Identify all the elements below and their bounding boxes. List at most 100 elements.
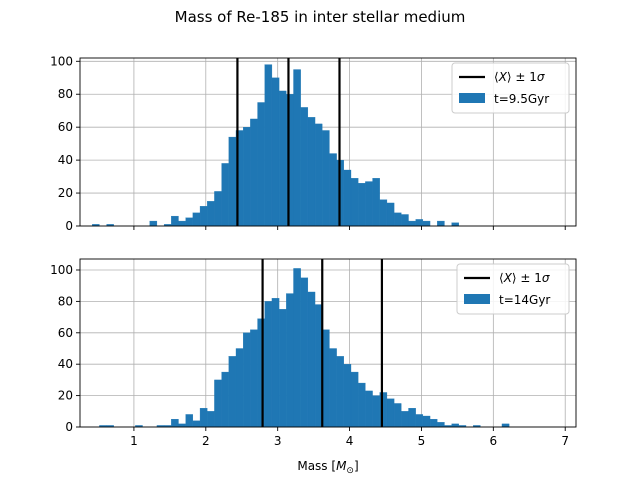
- bottom-x-ticks: 1 2 3 4 5 6 7: [130, 427, 569, 448]
- bottom-histogram-bar: [350, 371, 359, 428]
- top-histogram-bar: [192, 212, 201, 227]
- top-histogram-bar: [178, 220, 186, 227]
- top-histogram-bar: [408, 220, 416, 227]
- bottom-x-tick-label: 1: [130, 434, 138, 448]
- bottom-histogram-bar: [451, 423, 459, 428]
- bottom-y-tick-label: 0: [65, 420, 73, 434]
- top-histogram-bar: [171, 215, 179, 227]
- bottom-histogram-bar: [365, 390, 373, 428]
- top-histogram-bar: [329, 153, 337, 227]
- top-legend: ⟨X⟩ ± 1σ t=9.5Gyr: [451, 62, 570, 114]
- top-legend-bar-label: t=9.5Gyr: [494, 92, 549, 106]
- top-histogram-bar: [451, 222, 459, 227]
- bottom-histogram-bar: [293, 268, 301, 428]
- bottom-histogram-bar: [286, 293, 294, 428]
- top-histogram-bar: [437, 220, 445, 227]
- bottom-y-ticks: 0 20 40 60 80 100: [50, 263, 80, 434]
- bottom-histogram-bar: [278, 309, 287, 428]
- bottom-histogram-bar: [178, 423, 186, 428]
- bottom-x-tick-label: 4: [346, 434, 354, 448]
- bottom-histogram-bar: [185, 414, 194, 428]
- bottom-histogram-bar: [192, 420, 201, 428]
- top-histogram-bar: [243, 127, 251, 227]
- bottom-histogram-bar: [250, 329, 258, 428]
- top-histogram-bar: [372, 178, 380, 227]
- bottom-x-tick-label: 3: [274, 434, 282, 448]
- bottom-legend-bar-swatch: [464, 294, 490, 304]
- bottom-mean-sigma-lines: [261, 259, 384, 427]
- bottom-histogram-bar: [307, 291, 316, 428]
- top-histogram-bar: [422, 220, 431, 227]
- bottom-histogram-bar: [393, 403, 402, 428]
- bottom-histogram-bar: [199, 408, 208, 428]
- bottom-histogram-bar: [343, 364, 352, 428]
- top-histogram-bar: [199, 206, 208, 227]
- bottom-histogram-bar: [235, 348, 244, 428]
- top-histogram-bar: [307, 117, 316, 227]
- bottom-legend: ⟨X⟩ ± 1σ t=14Gyr: [456, 263, 570, 315]
- bottom-histogram-bar: [422, 415, 431, 428]
- bottom-histogram-bar: [271, 298, 280, 428]
- bottom-x-tick-label: 5: [418, 434, 426, 448]
- bottom-histogram-bar: [264, 301, 273, 428]
- top-histogram-bar: [379, 199, 388, 227]
- bottom-histogram-bar: [408, 408, 416, 428]
- bottom-histogram-bar: [300, 277, 309, 428]
- bottom-histogram-bar: [214, 379, 222, 428]
- top-histogram-bar: [300, 107, 309, 227]
- bottom-y-tick-label: 80: [58, 294, 73, 308]
- bottom-axes-frame: [79, 258, 577, 428]
- bottom-legend-line-label: ⟨X⟩ ± 1σ: [499, 271, 550, 285]
- top-histogram-bar: [401, 214, 409, 227]
- bottom-histogram-bar: [429, 418, 438, 428]
- top-histogram-bar: [214, 191, 222, 227]
- bottom-histogram-bar: [336, 356, 344, 428]
- top-histogram-bar: [322, 130, 330, 227]
- bottom-histogram-bar: [501, 423, 510, 428]
- top-histogram-bar: [393, 212, 402, 227]
- top-histogram-bar: [264, 64, 273, 227]
- bottom-histogram-bar: [372, 395, 380, 428]
- top-y-tick-label: 20: [58, 186, 73, 200]
- top-histogram-bar: [207, 201, 215, 227]
- bottom-y-tick-label: 40: [58, 357, 73, 371]
- top-histogram-bar: [221, 163, 229, 227]
- top-x-ticks: [133, 226, 566, 230]
- top-histogram-bar: [314, 123, 323, 227]
- top-y-tick-label: 60: [58, 120, 73, 134]
- top-y-tick-label: 0: [65, 219, 73, 233]
- top-histogram-bar: [365, 181, 373, 227]
- top-histogram-bar: [415, 219, 424, 227]
- bottom-histogram-bar: [401, 411, 409, 428]
- top-mean-sigma-lines: [236, 58, 341, 226]
- figure-title: Mass of Re-185 in inter stellar medium: [175, 8, 466, 26]
- top-y-ticks: 0 20 40 60 80 100: [50, 54, 80, 233]
- bottom-histogram-bar: [386, 398, 395, 428]
- bottom-x-tick-label: 7: [561, 434, 569, 448]
- top-histogram-bar: [271, 77, 280, 227]
- top-histogram-bar: [250, 118, 258, 227]
- bottom-histogram-bar: [243, 332, 251, 428]
- top-histogram-bar: [293, 69, 301, 227]
- bottom-histogram-bar: [329, 348, 337, 428]
- bottom-histogram-bar: [228, 356, 237, 428]
- top-histogram-bar: [149, 220, 158, 227]
- top-legend-line-label: ⟨X⟩ ± 1σ: [494, 70, 545, 84]
- top-y-tick-label: 80: [58, 87, 73, 101]
- top-histogram-bar: [185, 217, 194, 227]
- top-histogram-bar: [257, 102, 265, 227]
- top-y-tick-label: 40: [58, 153, 73, 167]
- bottom-legend-bar-label: t=14Gyr: [499, 293, 550, 307]
- bottom-histogram-bar: [221, 371, 229, 428]
- top-legend-bar-swatch: [459, 93, 485, 103]
- top-axes-frame: [79, 57, 577, 227]
- top-histogram-bar: [350, 178, 359, 227]
- bottom-histogram-bar: [415, 414, 424, 428]
- bottom-bars: [99, 268, 510, 428]
- bottom-histogram-panel: 0 20 40 60 80 100 1 2 3 4 5 6 7 ⟨X⟩ ± 1σ t=14Gyr: [50, 258, 577, 448]
- bottom-y-tick-label: 20: [58, 389, 73, 403]
- top-histogram-panel: 0 20 40 60 80 100 ⟨X⟩ ± 1σ t=9.5Gyr: [50, 54, 577, 233]
- bottom-y-tick-label: 60: [58, 326, 73, 340]
- top-histogram-bar: [278, 90, 287, 227]
